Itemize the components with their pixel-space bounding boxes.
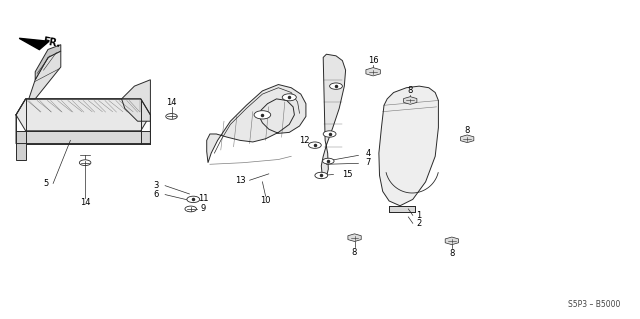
Circle shape [166,114,177,119]
Polygon shape [445,237,458,245]
Text: 15: 15 [342,170,353,179]
Text: 5: 5 [44,179,49,188]
Circle shape [282,94,296,101]
Circle shape [187,196,200,203]
Polygon shape [366,68,380,76]
Polygon shape [35,45,61,80]
Polygon shape [122,80,150,121]
Text: 11: 11 [198,194,209,203]
Text: 1: 1 [417,211,422,220]
Circle shape [323,131,336,137]
Polygon shape [19,38,49,49]
Text: 6: 6 [154,190,159,199]
Text: 8: 8 [408,86,413,95]
Polygon shape [348,234,361,241]
Polygon shape [207,85,306,163]
Circle shape [330,83,342,89]
Text: 8: 8 [352,248,357,256]
Circle shape [185,206,196,212]
Text: 16: 16 [368,56,378,65]
Text: 14: 14 [166,98,177,107]
Polygon shape [321,54,346,177]
Polygon shape [16,131,150,144]
Text: 3: 3 [154,181,159,190]
Text: 2: 2 [417,219,422,228]
Polygon shape [29,51,61,99]
Polygon shape [461,135,474,143]
Circle shape [308,142,321,148]
Text: 9: 9 [201,204,206,213]
Text: 7: 7 [365,158,371,167]
Circle shape [315,172,328,179]
Circle shape [254,111,271,119]
Text: S5P3 – B5000: S5P3 – B5000 [568,300,621,309]
Text: 8: 8 [465,126,470,135]
Text: FR.: FR. [42,37,61,49]
Polygon shape [16,99,150,131]
Text: 4: 4 [365,149,371,158]
Text: 10: 10 [260,197,271,205]
Polygon shape [404,97,417,104]
Polygon shape [16,131,26,160]
Polygon shape [379,86,438,206]
Polygon shape [389,206,415,212]
Text: 12: 12 [299,136,309,145]
Circle shape [79,160,91,166]
Text: 14: 14 [80,198,90,207]
Circle shape [323,158,334,164]
Text: 8: 8 [449,249,454,258]
Text: 13: 13 [235,176,245,185]
